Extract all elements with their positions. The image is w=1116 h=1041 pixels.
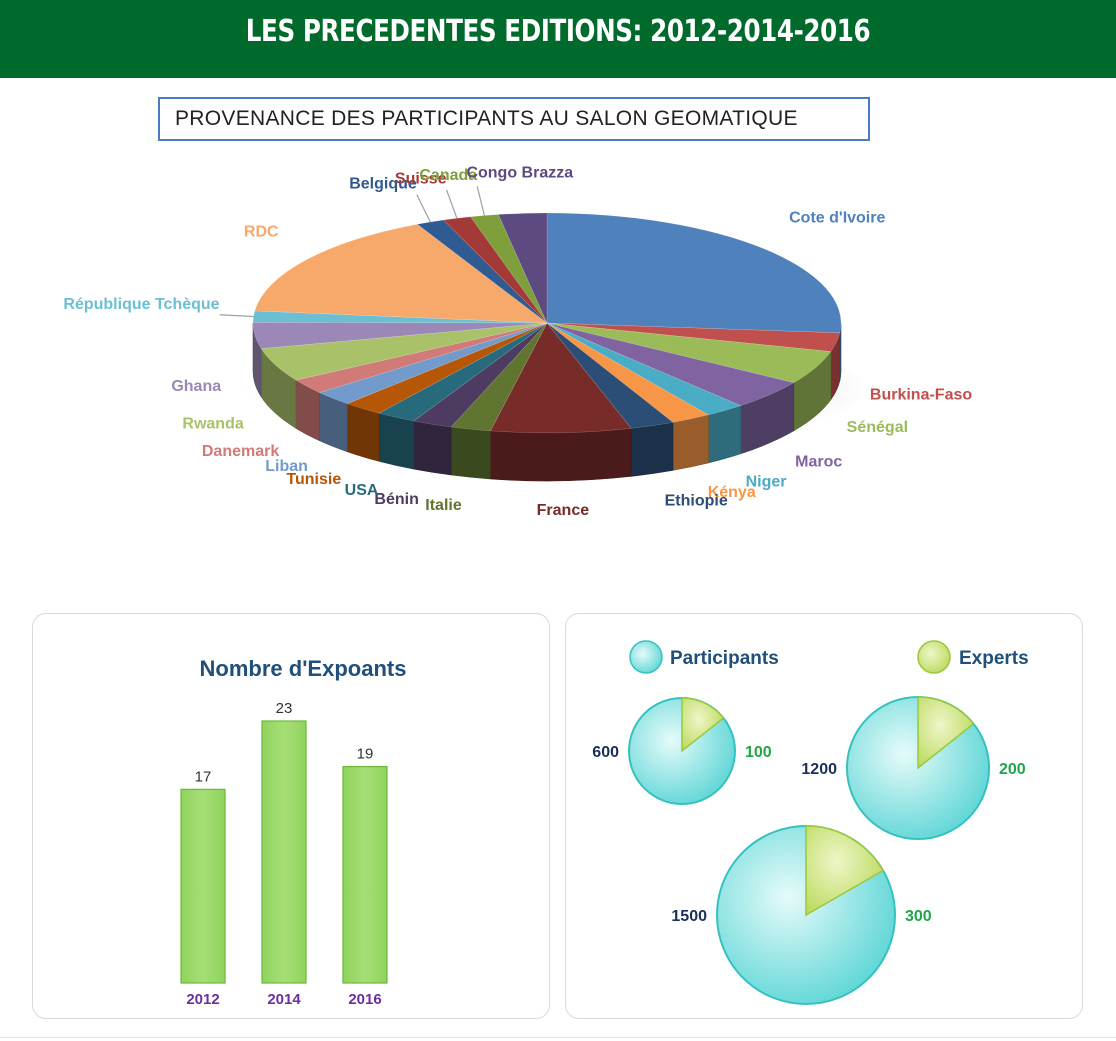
pie-slice-ghana bbox=[252, 322, 548, 349]
pie-slice-s-n-gal bbox=[546, 322, 832, 383]
pie-label-maroc: Maroc bbox=[795, 454, 842, 471]
bar-2016 bbox=[342, 765, 388, 984]
pie-label-s-n-gal: Sénégal bbox=[847, 419, 908, 436]
pie-slice-danemark bbox=[295, 322, 548, 393]
participants-experts-chart: Participants Experts 600 100 1200 200 1500 300 bbox=[592, 640, 1029, 1005]
pie-label-congo-brazza: Congo Brazza bbox=[466, 164, 573, 181]
pie-slice-cote-d-ivoire bbox=[546, 212, 842, 334]
bubble-experts-slice-1 bbox=[681, 697, 725, 753]
bar-value-2012: 17 bbox=[195, 768, 212, 785]
bar-2014 bbox=[261, 720, 307, 984]
pie-side-walls bbox=[252, 322, 842, 482]
pie-side-usa bbox=[378, 412, 415, 470]
pie-slice-italie bbox=[450, 322, 548, 432]
pie-label-belgique: Belgique bbox=[349, 176, 417, 193]
pie-leader-canada bbox=[476, 186, 485, 216]
bubble-experts-value-3: 300 bbox=[905, 908, 932, 925]
bubble-experts-slice-3 bbox=[805, 825, 885, 917]
pie-labels: Cote d'Ivoire Burkina-Faso Sénégal Maroc Nig… bbox=[63, 164, 972, 518]
bar-category-2012: 2012 bbox=[186, 991, 219, 1008]
pie-label-liban: Liban bbox=[265, 458, 308, 475]
bar-value-2014: 23 bbox=[276, 700, 293, 717]
legend-participants-label: Participants bbox=[670, 648, 779, 669]
pie-label-suisse: Suisse bbox=[395, 171, 447, 188]
origin-pie-chart: Cote d'Ivoire Burkina-Faso Sénégal Maroc Nig… bbox=[63, 164, 972, 518]
pie-slice-b-nin bbox=[413, 322, 548, 428]
pie-label-burkina-faso: Burkina-Faso bbox=[870, 387, 972, 404]
pie-label-danemark: Danemark bbox=[202, 443, 279, 460]
bar-chart-title: Nombre d'Expoants bbox=[200, 656, 407, 681]
bar-category-2016: 2016 bbox=[348, 991, 381, 1008]
bar-value-2016: 19 bbox=[357, 746, 374, 763]
pie-slice-liban bbox=[318, 322, 548, 404]
pie-slice-tunisie bbox=[346, 322, 548, 414]
pie-side-france bbox=[490, 428, 632, 482]
pie-slice-burkina-faso bbox=[546, 322, 841, 352]
pie-slice-usa bbox=[378, 322, 548, 422]
pie-leader-suisse bbox=[445, 189, 458, 219]
pie-slice-k-nya bbox=[546, 322, 709, 423]
pie-label-france: France bbox=[537, 502, 590, 519]
pie-label-cote-d-ivoire: Cote d'Ivoire bbox=[789, 210, 885, 227]
bubble-experts-slice-2 bbox=[917, 696, 975, 770]
participants-experts-panel: Participants Experts 600 100 1200 200 1500 300 bbox=[565, 613, 1083, 1019]
pie-top-face bbox=[252, 212, 842, 434]
exhibitors-bar-panel: Nombre d'Expoants 17 2012 23 2014 19 2016 bbox=[32, 613, 550, 1019]
bubble-participants-value-2: 1200 bbox=[801, 761, 837, 778]
pie-leader-belgique bbox=[416, 194, 431, 223]
pie-side-tunisie bbox=[346, 403, 380, 462]
pie-label-ethiopie: Ethiopie bbox=[665, 493, 728, 510]
exhibitors-bar-chart: Nombre d'Expoants 17 2012 23 2014 19 2016 bbox=[180, 656, 407, 1008]
bubble-participants-value-1: 600 bbox=[592, 744, 619, 761]
bubble-experts-value-1: 100 bbox=[745, 744, 772, 761]
banner-title: LES PRECEDENTES EDITIONS: 2012-2014-2016 bbox=[245, 14, 871, 49]
pie-chart-title: PROVENANCE DES PARTICIPANTS AU SALON GEO… bbox=[175, 107, 798, 130]
pie-side-italie bbox=[450, 426, 491, 480]
header-banner: LES PRECEDENTES EDITIONS: 2012-2014-2016 bbox=[0, 0, 1116, 78]
pie-label-ghana: Ghana bbox=[171, 378, 221, 395]
pie-label-k-nya: Kénya bbox=[708, 484, 756, 501]
bar-2012 bbox=[180, 788, 226, 984]
pie-side-ethiopie bbox=[630, 422, 674, 477]
bubble-experts-value-2: 200 bbox=[999, 761, 1026, 778]
pie-slice-rwanda bbox=[260, 322, 548, 381]
pie-label-b-nin: Bénin bbox=[374, 491, 418, 508]
pie-label-usa: USA bbox=[345, 482, 379, 499]
pie-slice-congo-brazza bbox=[498, 212, 548, 324]
pie-side-niger bbox=[708, 405, 742, 464]
legend-participants-swatch bbox=[629, 640, 663, 674]
pie-slice-rdc bbox=[254, 224, 548, 324]
pie-label-r-publique-tch-que: République Tchèque bbox=[63, 296, 219, 313]
pie-slice-suisse bbox=[443, 216, 548, 324]
pie-side-b-nin bbox=[413, 420, 452, 476]
pie-slice-niger bbox=[546, 322, 742, 416]
bar-category-2014: 2014 bbox=[267, 991, 301, 1008]
footer-divider bbox=[0, 1037, 1116, 1038]
pie-label-tunisie: Tunisie bbox=[286, 471, 341, 488]
pie-label-niger: Niger bbox=[746, 473, 787, 490]
pie-leader-r-publique-tch-que bbox=[219, 314, 254, 318]
pie-label-rdc: RDC bbox=[244, 224, 279, 241]
pie-label-rwanda: Rwanda bbox=[182, 415, 243, 432]
legend-experts-label: Experts bbox=[959, 648, 1029, 669]
legend-experts-swatch bbox=[917, 640, 951, 674]
bubble-participants-value-3: 1500 bbox=[671, 908, 707, 925]
pie-label-italie: Italie bbox=[425, 497, 462, 514]
pie-title-box: PROVENANCE DES PARTICIPANTS AU SALON GEO… bbox=[158, 97, 870, 141]
pie-side-k-nya bbox=[672, 414, 709, 471]
pie-slice-maroc bbox=[546, 322, 795, 406]
pie-label-canada: Canada bbox=[419, 167, 477, 184]
pie-slice-canada bbox=[470, 214, 548, 324]
pie-slice-france bbox=[490, 322, 632, 434]
pie-slice-ethiopie bbox=[546, 322, 674, 429]
